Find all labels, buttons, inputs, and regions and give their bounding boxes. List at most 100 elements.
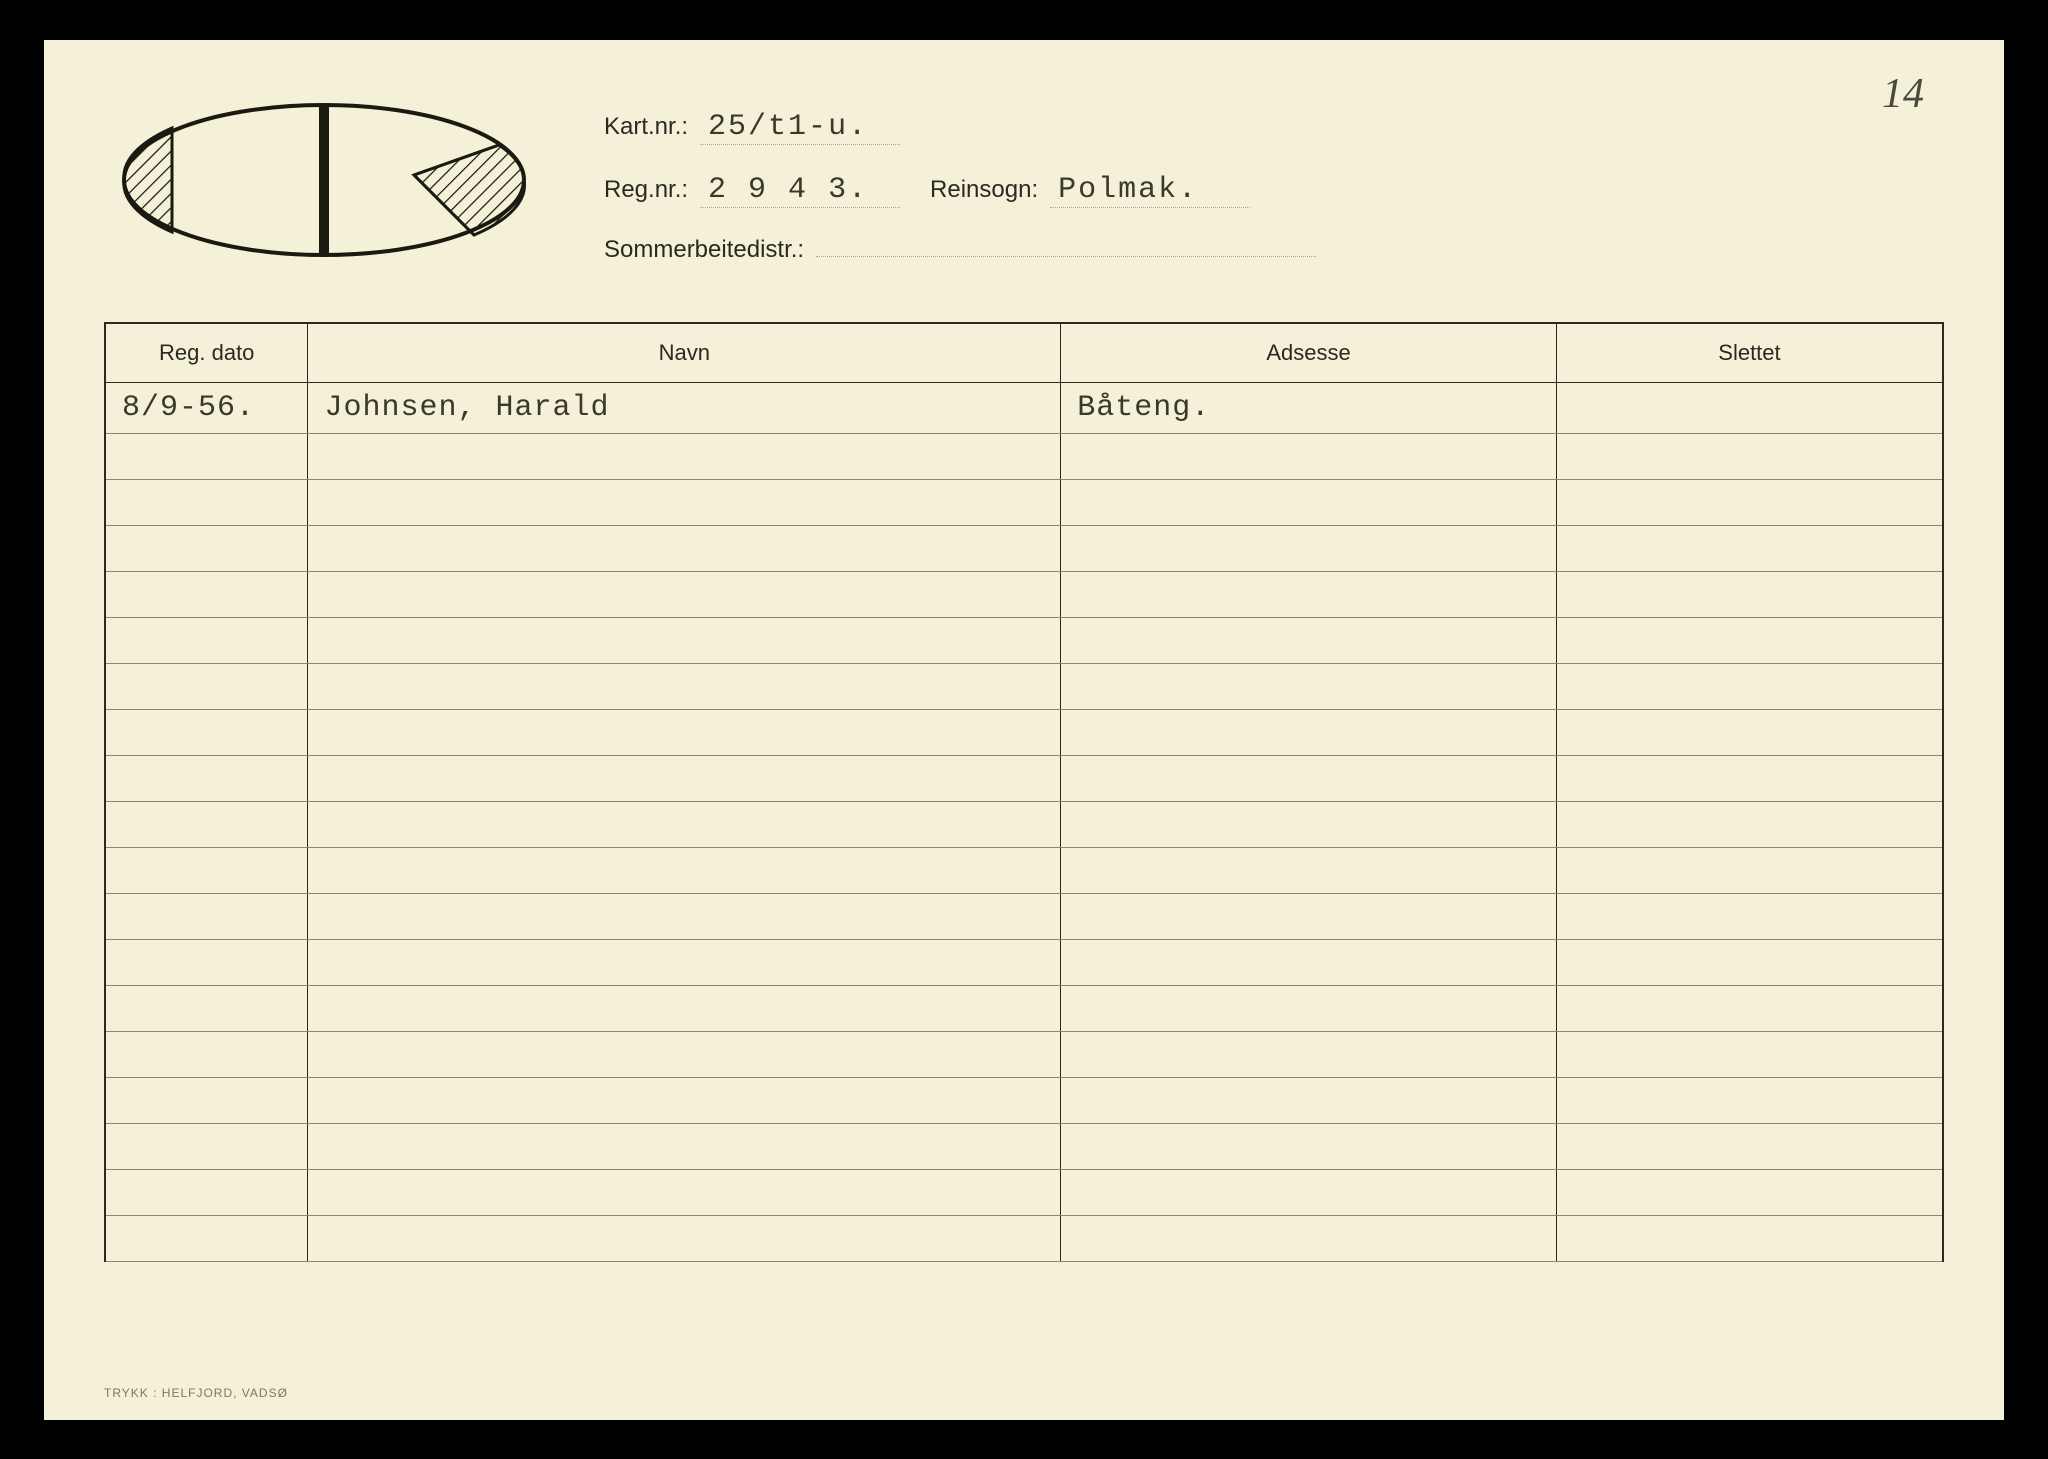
kart-nr-label: Kart.nr.:: [604, 113, 688, 141]
table-cell: [1556, 847, 1942, 893]
table-cell: [1061, 985, 1557, 1031]
table-cell: [1061, 1031, 1557, 1077]
table-cell: [1061, 801, 1557, 847]
table-row: [106, 709, 1942, 755]
table-cell: [106, 939, 308, 985]
table-cell: [1556, 663, 1942, 709]
table-row: [106, 801, 1942, 847]
reg-nr-value: 2 9 4 3.: [700, 173, 900, 208]
table-cell: [1556, 755, 1942, 801]
table-cell: [308, 433, 1061, 479]
table-cell: [1061, 709, 1557, 755]
table-cell: [1556, 801, 1942, 847]
table-header-row: Reg. dato Navn Adsesse Slettet: [106, 324, 1942, 383]
table-cell: [308, 709, 1061, 755]
table-cell: [106, 893, 308, 939]
col-header-adresse: Adsesse: [1061, 324, 1557, 383]
table-cell: [106, 1123, 308, 1169]
table-row: [106, 1031, 1942, 1077]
table-cell: [1556, 1215, 1942, 1261]
table-cell: [1061, 479, 1557, 525]
table-row: [106, 1123, 1942, 1169]
table-cell: [308, 985, 1061, 1031]
reg-nr-row: Reg.nr.: 2 9 4 3. Reinsogn: Polmak.: [604, 173, 1944, 208]
table-row: [106, 1077, 1942, 1123]
table-cell: [308, 1123, 1061, 1169]
table-cell: [1556, 617, 1942, 663]
table-cell: [106, 847, 308, 893]
table-cell: [1556, 1169, 1942, 1215]
table-row: [106, 617, 1942, 663]
sommerbeitedistr-value: [816, 256, 1316, 257]
kart-nr-value: 25/t1-u.: [700, 110, 900, 145]
table-cell: [1556, 709, 1942, 755]
index-card: 14: [44, 40, 2004, 1420]
registry-table: Reg. dato Navn Adsesse Slettet 8/9-56.Jo…: [106, 324, 1942, 1262]
footer-print-text: TRYKK : HELFJORD, VADSØ: [104, 1386, 288, 1400]
table-cell: [1556, 525, 1942, 571]
table-cell: [106, 479, 308, 525]
table-cell: [1061, 755, 1557, 801]
table-row: [106, 571, 1942, 617]
table-cell: [106, 985, 308, 1031]
table-cell: [1556, 1031, 1942, 1077]
table-row: [106, 433, 1942, 479]
table-cell: [106, 755, 308, 801]
table-cell: [106, 571, 308, 617]
table-row: [106, 755, 1942, 801]
table-cell: [308, 525, 1061, 571]
col-header-slettet: Slettet: [1556, 324, 1942, 383]
table-cell: [106, 1215, 308, 1261]
table-cell: [106, 1169, 308, 1215]
table-cell: [1556, 1123, 1942, 1169]
table-cell: [106, 663, 308, 709]
table-cell: [106, 801, 308, 847]
col-header-dato: Reg. dato: [106, 324, 308, 383]
sommerbeitedistr-label: Sommerbeitedistr.:: [604, 236, 804, 264]
table-row: [106, 893, 1942, 939]
reinsogn-value: Polmak.: [1050, 173, 1250, 208]
table-row: [106, 525, 1942, 571]
table-cell: [106, 525, 308, 571]
page-number: 14: [1882, 70, 1924, 118]
earmark-diagram: [104, 90, 544, 270]
table-cell: [308, 755, 1061, 801]
table-cell: [1556, 382, 1942, 433]
table-cell: [1556, 479, 1942, 525]
reg-nr-label: Reg.nr.:: [604, 176, 688, 204]
table-row: [106, 939, 1942, 985]
table-cell: [1061, 571, 1557, 617]
table-cell: [1556, 985, 1942, 1031]
table-cell: [106, 709, 308, 755]
table-cell: [1061, 1169, 1557, 1215]
table-cell: [1556, 433, 1942, 479]
reinsogn-label: Reinsogn:: [930, 176, 1038, 204]
kart-nr-row: Kart.nr.: 25/t1-u.: [604, 110, 1944, 145]
table-cell: [1556, 939, 1942, 985]
table-cell: [308, 847, 1061, 893]
table-cell: [1061, 939, 1557, 985]
table-row: [106, 1215, 1942, 1261]
table-cell: [308, 893, 1061, 939]
table-cell: [308, 801, 1061, 847]
table-cell: [106, 617, 308, 663]
table-row: [106, 479, 1942, 525]
header-fields: Kart.nr.: 25/t1-u. Reg.nr.: 2 9 4 3. Rei…: [604, 90, 1944, 292]
table-row: [106, 663, 1942, 709]
table-cell: [308, 1169, 1061, 1215]
table-cell: [308, 1031, 1061, 1077]
table-cell: [1061, 847, 1557, 893]
table-cell: [1061, 433, 1557, 479]
table-cell: [308, 1077, 1061, 1123]
table-cell: [1061, 1215, 1557, 1261]
table-cell: [1556, 571, 1942, 617]
table-row: [106, 985, 1942, 1031]
col-header-navn: Navn: [308, 324, 1061, 383]
table-cell: [308, 663, 1061, 709]
table-cell: [1061, 617, 1557, 663]
table-cell: [1556, 1077, 1942, 1123]
table-cell: [1061, 1123, 1557, 1169]
table-cell: [106, 1031, 308, 1077]
registry-table-container: Reg. dato Navn Adsesse Slettet 8/9-56.Jo…: [104, 322, 1944, 1262]
table-cell: [1061, 893, 1557, 939]
